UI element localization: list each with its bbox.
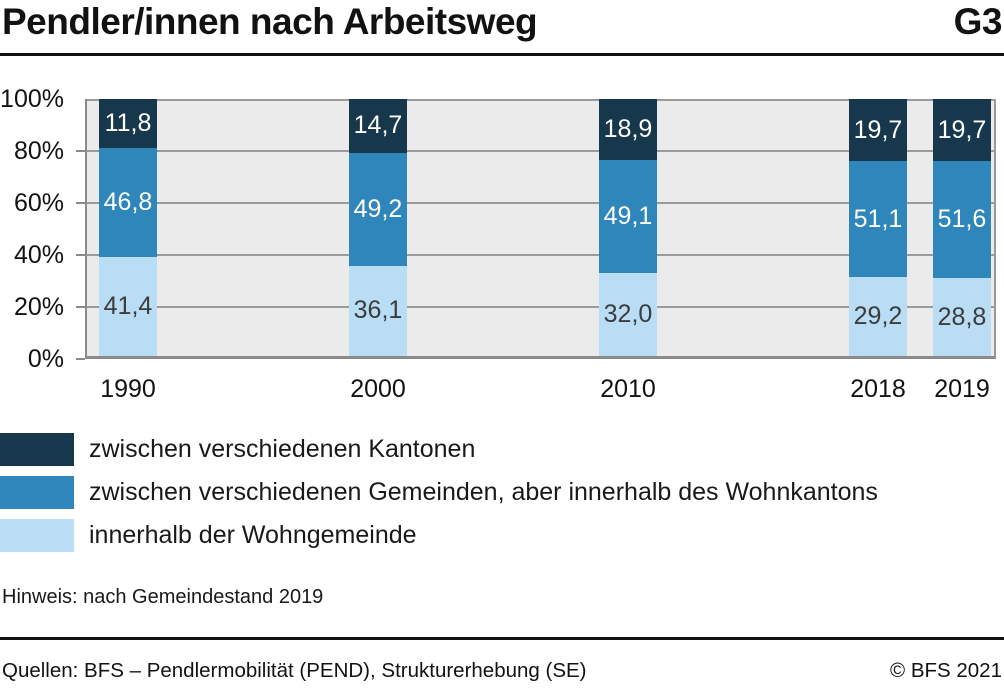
copyright-text: © BFS 2021: [890, 659, 1002, 682]
bar-2000: 14,7 49,2 36,1: [349, 99, 407, 356]
bar-segment: 51,6: [933, 161, 991, 279]
legend-swatch: [0, 519, 74, 552]
legend: zwischen verschiedenen Kantonen zwischen …: [0, 433, 878, 562]
bar-segment: 36,1: [349, 265, 407, 356]
footer: Quellen: BFS – Pendlermobilität (PEND), …: [2, 659, 1002, 683]
value-label: 49,2: [353, 194, 403, 223]
figure-number: G3: [953, 1, 1003, 42]
value-label: 51,6: [937, 205, 987, 234]
bar-segment: 41,4: [99, 256, 157, 356]
gridline-20: [87, 306, 994, 308]
bar-1990: 11,8 46,8 41,4: [99, 99, 157, 356]
legend-label: zwischen verschiedenen Kantonen: [89, 435, 476, 463]
bar-segment: 32,0: [599, 272, 657, 356]
legend-item: zwischen verschiedenen Kantonen: [0, 433, 878, 466]
value-label: 29,2: [853, 302, 903, 331]
y-axis-label: 40%: [13, 241, 64, 269]
page-title: Pendler/innen nach Arbeitsweg: [2, 1, 538, 42]
bar-2019: 19,7 51,6 28,8: [933, 99, 991, 356]
bar-segment: 29,2: [849, 277, 907, 356]
value-label: 49,1: [603, 201, 653, 230]
gridline-60: [87, 202, 994, 204]
x-axis-label: 1990: [100, 375, 156, 403]
legend-swatch: [0, 476, 74, 509]
y-axis-label: 20%: [13, 293, 64, 321]
value-label: 36,1: [353, 296, 403, 325]
bar-segment: 51,1: [849, 161, 907, 278]
y-axis-label: 100%: [0, 85, 64, 113]
bar-segment: 19,7: [849, 99, 907, 162]
value-label: 11,8: [104, 109, 152, 138]
bar-2018: 19,7 51,1 29,2: [849, 99, 907, 356]
legend-label: innerhalb der Wohngemeinde: [89, 521, 417, 549]
y-axis-tick: [76, 202, 85, 204]
bar-segment: 19,7: [933, 99, 991, 162]
gridline-100: [87, 99, 994, 101]
value-label: 14,7: [353, 111, 403, 140]
legend-item: zwischen verschiedenen Gemeinden, aber i…: [0, 476, 878, 509]
bar-segment: 49,1: [599, 160, 657, 273]
x-axis-label: 2010: [600, 375, 656, 403]
gridline-80: [87, 150, 994, 152]
x-axis-label: 2000: [350, 375, 406, 403]
plot-area: 11,8 46,8 41,4 14,7 49,2 36,1 18,9 49,1 32,0 19,7…: [85, 99, 996, 359]
bar-segment: 11,8: [99, 99, 157, 149]
value-label: 41,4: [103, 291, 153, 320]
y-axis-label: 60%: [13, 189, 64, 217]
sources-text: Quellen: BFS – Pendlermobilität (PEND), …: [2, 659, 587, 682]
bar-segment: 28,8: [933, 278, 991, 356]
y-axis-tick: [76, 358, 85, 360]
footer-divider: [0, 637, 1004, 640]
legend-item: innerhalb der Wohngemeinde: [0, 519, 878, 552]
value-label: 32,0: [603, 299, 653, 328]
value-label: 19,7: [937, 115, 987, 144]
x-axis-label: 2018: [850, 375, 906, 403]
bar-2010: 18,9 49,1 32,0: [599, 99, 657, 356]
title-divider: [0, 53, 1004, 56]
chart-note: Hinweis: nach Gemeindestand 2019: [2, 586, 324, 608]
legend-swatch: [0, 433, 74, 466]
value-label: 46,8: [103, 187, 153, 216]
y-axis-tick: [76, 254, 85, 256]
gridline-40: [87, 254, 994, 256]
header: Pendler/innen nach Arbeitsweg G3: [2, 0, 1003, 48]
value-label: 18,9: [603, 115, 653, 144]
y-axis-tick: [76, 306, 85, 308]
bar-segment: 18,9: [599, 99, 657, 161]
bar-segment: 49,2: [349, 152, 407, 266]
bar-segment: 14,7: [349, 99, 407, 153]
y-axis-label: 0%: [27, 345, 64, 373]
y-axis-label: 80%: [13, 137, 64, 165]
legend-label: zwischen verschiedenen Gemeinden, aber i…: [89, 478, 878, 506]
value-label: 28,8: [937, 302, 987, 331]
x-axis-label: 2019: [934, 375, 990, 403]
value-label: 51,1: [853, 204, 903, 233]
bar-segment: 46,8: [99, 148, 157, 257]
value-label: 19,7: [853, 115, 903, 144]
y-axis-tick: [76, 150, 85, 152]
